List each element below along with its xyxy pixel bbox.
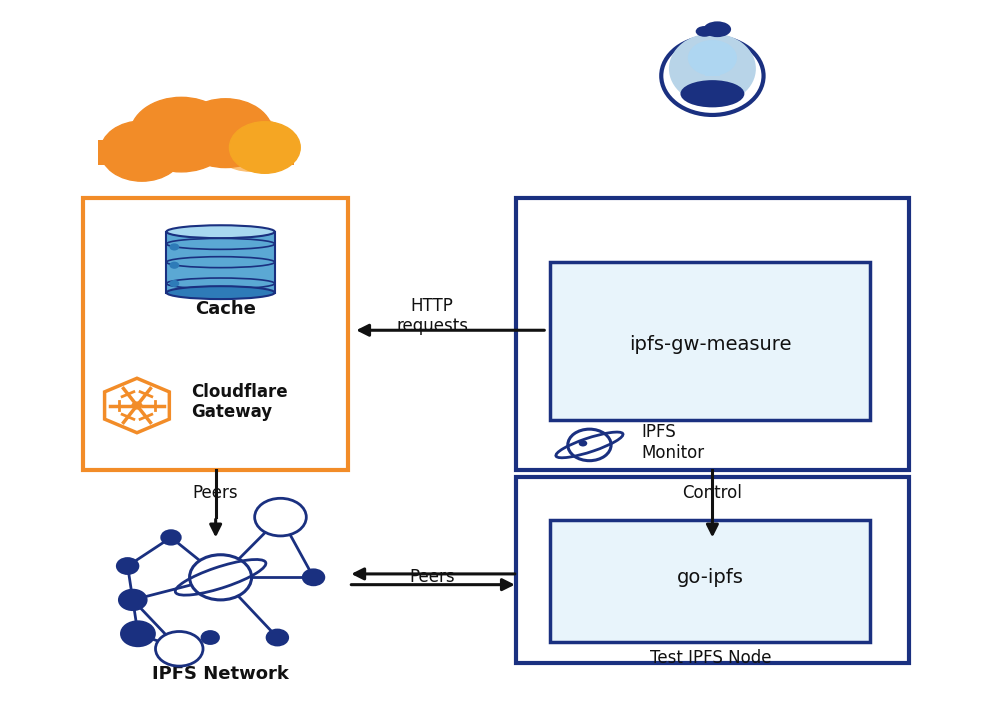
Circle shape bbox=[255, 498, 307, 536]
Circle shape bbox=[189, 555, 252, 600]
Ellipse shape bbox=[695, 26, 713, 37]
Ellipse shape bbox=[669, 33, 756, 104]
Circle shape bbox=[162, 531, 181, 544]
Circle shape bbox=[304, 570, 323, 585]
Text: go-ipfs: go-ipfs bbox=[677, 568, 744, 587]
Text: IPFS Network: IPFS Network bbox=[152, 666, 289, 683]
FancyBboxPatch shape bbox=[83, 198, 348, 470]
Circle shape bbox=[121, 622, 155, 646]
FancyBboxPatch shape bbox=[551, 520, 870, 642]
Circle shape bbox=[202, 631, 218, 644]
FancyBboxPatch shape bbox=[167, 232, 275, 293]
Text: Test IPFS Node: Test IPFS Node bbox=[650, 649, 771, 667]
Text: HTTP
requests: HTTP requests bbox=[396, 297, 468, 336]
Ellipse shape bbox=[167, 286, 275, 299]
Circle shape bbox=[130, 97, 232, 172]
FancyBboxPatch shape bbox=[704, 62, 720, 76]
Circle shape bbox=[687, 40, 737, 76]
Text: IPFS
Monitor: IPFS Monitor bbox=[642, 423, 704, 462]
Circle shape bbox=[119, 590, 146, 610]
Circle shape bbox=[179, 99, 273, 167]
Circle shape bbox=[156, 631, 203, 666]
Ellipse shape bbox=[167, 278, 275, 289]
Circle shape bbox=[131, 402, 143, 410]
Ellipse shape bbox=[167, 225, 275, 238]
Circle shape bbox=[170, 280, 180, 287]
Text: Peers: Peers bbox=[192, 484, 238, 502]
Text: Cache: Cache bbox=[195, 299, 256, 318]
Polygon shape bbox=[104, 378, 170, 433]
Ellipse shape bbox=[167, 257, 275, 268]
Text: Peers: Peers bbox=[410, 568, 455, 587]
Circle shape bbox=[100, 121, 184, 181]
Ellipse shape bbox=[703, 21, 731, 37]
Circle shape bbox=[117, 558, 138, 573]
FancyBboxPatch shape bbox=[551, 262, 870, 420]
Ellipse shape bbox=[681, 80, 744, 107]
Ellipse shape bbox=[662, 37, 764, 115]
Circle shape bbox=[267, 630, 288, 645]
Circle shape bbox=[567, 429, 611, 460]
Text: ipfs-gw-measure: ipfs-gw-measure bbox=[629, 335, 792, 354]
Circle shape bbox=[170, 244, 180, 251]
Circle shape bbox=[578, 440, 587, 447]
Circle shape bbox=[212, 117, 288, 171]
FancyBboxPatch shape bbox=[516, 198, 909, 470]
Circle shape bbox=[170, 262, 180, 269]
FancyBboxPatch shape bbox=[516, 477, 909, 663]
Circle shape bbox=[229, 122, 301, 173]
Ellipse shape bbox=[167, 239, 275, 249]
Text: Control: Control bbox=[682, 484, 742, 502]
FancyBboxPatch shape bbox=[97, 141, 295, 165]
Text: Cloudflare
Gateway: Cloudflare Gateway bbox=[191, 383, 288, 421]
